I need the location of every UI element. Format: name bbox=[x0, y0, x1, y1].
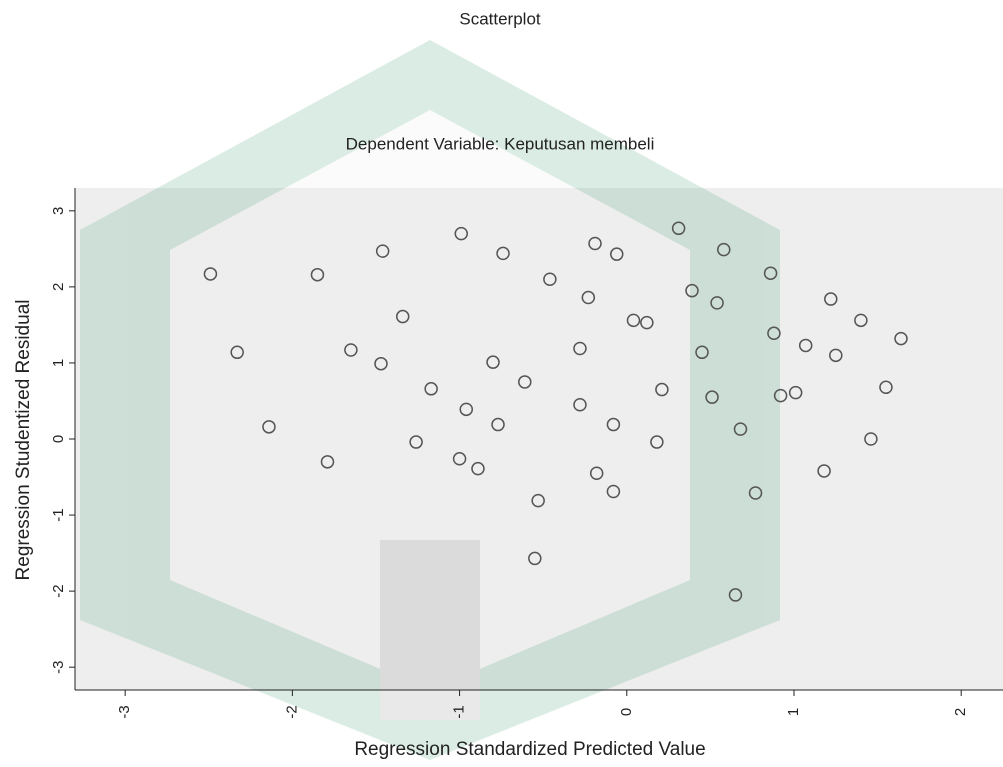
y-tick-label: 3 bbox=[50, 207, 67, 215]
y-tick-label: -3 bbox=[50, 661, 67, 674]
y-tick-label: -1 bbox=[50, 508, 67, 521]
y-tick-label: -2 bbox=[50, 584, 67, 597]
x-axis-title: Regression Standardized Predicted Value bbox=[354, 739, 705, 760]
chart: Scatterplot Dependent Variable: Keputusa… bbox=[0, 0, 1003, 767]
chart-subtitle: Dependent Variable: Keputusan membeli bbox=[346, 134, 655, 153]
chart-title: Scatterplot bbox=[459, 9, 541, 28]
y-tick-label: 0 bbox=[50, 435, 67, 443]
page: Scatterplot Dependent Variable: Keputusa… bbox=[0, 0, 1003, 767]
x-tick-label: -1 bbox=[451, 705, 468, 718]
x-tick-label: 2 bbox=[952, 708, 969, 716]
y-axis-title: Regression Studentized Residual bbox=[13, 300, 34, 581]
y-tick-label: 1 bbox=[50, 359, 67, 367]
x-tick-label: -3 bbox=[116, 705, 133, 718]
y-tick-label: 2 bbox=[50, 283, 67, 291]
x-tick-label: 1 bbox=[785, 708, 802, 716]
x-tick-label: 0 bbox=[618, 708, 635, 716]
x-tick-label: -2 bbox=[283, 705, 300, 718]
